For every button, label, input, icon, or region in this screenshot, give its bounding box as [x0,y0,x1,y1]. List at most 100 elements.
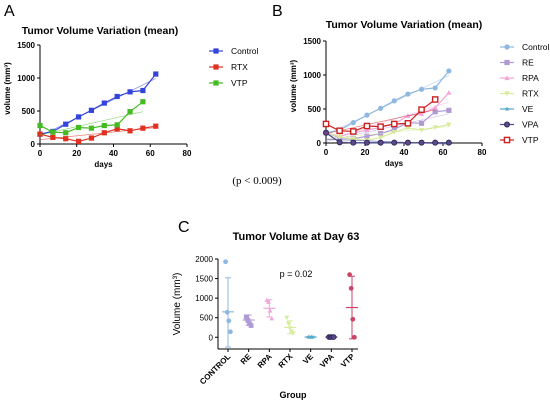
panel-b-trend-line-rpa [325,101,449,141]
panel-b-y-tick-label: 500 [308,105,322,114]
panel-letter-a: A [4,3,15,20]
panel-b-point-vpa [432,139,439,146]
panel-a-point-control [153,71,159,77]
panel-b-legend-marker-control [504,44,510,50]
panel-c-point-re [243,314,249,320]
panel-b-y-tick-label: 0 [317,139,322,148]
panel-b-trend-line-vtp [325,109,436,135]
panel-b-point-vtp [431,96,439,103]
panel-c-category-label: CONTROL [198,352,232,386]
panel-a-point-vtp [114,122,120,128]
panel-c-y-tick-label: 0 [209,333,214,342]
panel-b-trend-line-vpa [325,138,449,145]
panel-a-point-rtx [75,138,82,144]
panel-a-point-rtx [63,136,69,142]
panel-c-point-control [226,318,232,324]
panel-c-annotation: p = 0.02 [280,269,313,279]
panel-a-point-control [127,89,133,95]
panel-a-series-rtx [37,123,159,144]
panel-b-point-rtx [337,134,343,140]
panel-c-x-axis-label: Group [280,390,307,400]
panel-b-point-rpa [418,111,425,116]
panel-c-point-vtp [352,334,357,340]
panel-b-point-vtp [363,122,371,130]
panel-c-group-rpa: RPA [256,297,276,370]
panel-a-trend-line-rtx [39,127,156,140]
panel-c-point-rtx [290,331,296,336]
panel-b-point-vtp [404,119,412,127]
panel-b-point-re [432,109,438,115]
panel-a-point-rtx [88,135,95,141]
panel-b-point-vtp [418,106,425,113]
panel-c-point-rpa [267,308,273,313]
panel-c-group-vtp: VTP [339,272,358,369]
panel-b-trend-line-control [325,75,450,136]
panel-a-legend-marker-control [213,48,219,54]
panel-a-chart: 0 500 1000 1500 0 20 40 60 80 days volume (mm³) Con… [3,41,259,169]
panel-a-x-tick-label: 0 [38,149,43,158]
panel-b-point-control [378,105,384,111]
panel-b-point-vpa [350,139,357,146]
panel-a-point-vtp [127,109,133,115]
panel-b-y-tick-label: 1000 [303,71,321,80]
panel-b-series-line-control [325,70,450,134]
panel-c-y-tick-label: 500 [200,314,214,323]
panel-b-x-tick-label: 40 [400,148,409,157]
panel-b-series-line-vpa [325,132,449,144]
panel-b-point-vtp [322,120,330,128]
panel-a-series-line-control [39,73,157,135]
panel-b-point-control [391,98,397,104]
panel-b-point-rtx [418,128,425,133]
panel-c-category-label: VE [301,352,315,366]
panel-c-point-rtx [284,315,290,321]
panel-a-point-vtp [37,122,43,129]
panel-c-category-label: VTP [339,352,357,370]
panel-b-point-vpa [391,139,398,146]
panel-a-title: Tumor Volume Variation (mean) [22,25,179,37]
panel-b-point-rtx [391,130,397,135]
panel-a-x-tick-label: 60 [146,149,155,158]
panel-a-legend-label-rtx: RTX [231,62,248,72]
panel-b-point-vtp [350,128,357,135]
panel-b-point-re [418,120,425,126]
panel-b-series-re [323,107,452,142]
panel-c-point-rtx [287,326,293,331]
panel-a-point-control [101,100,107,106]
panel-c-category-label: RE [239,352,254,367]
panel-c-category-label: VPA [318,352,336,370]
panel-a-point-vtp [101,122,107,129]
panel-c-point-control [224,309,230,315]
panel-b-legend-label-control: Control [522,42,550,52]
panel-c-chart: 0 500 1000 1500 2000 Volume (mm³) Group p = 0.0… [172,255,358,400]
panel-c-group-re: RE [239,314,255,367]
panel-a-point-vtp [88,125,95,131]
panel-c-y-axis-label: Volume (mm³) [172,273,183,336]
panel-a-point-rtx [37,131,43,137]
panel-b-point-re [364,133,370,139]
panel-b-legend-marker-vtp [503,136,511,144]
panel-a-legend-label-control: Control [231,46,259,56]
panel-a-x-tick-label: 80 [183,149,192,158]
panel-c-point-vtp [348,285,354,291]
panel-b-point-control [350,120,356,126]
panel-c-point-ve [310,334,316,340]
panel-b-point-vtp [336,127,343,135]
panel-c-y-tick-label: 1500 [195,275,213,284]
panel-b-title: Tumor Volume Variation (mean) [326,19,483,31]
panel-c-point-control [228,329,233,335]
panel-b-legend-marker-rtx [504,91,510,97]
panel-b-legend-label-vtp: VTP [522,135,539,145]
panel-b-x-tick-label: 20 [361,148,370,157]
panel-b-legend-marker-re [504,59,510,66]
panel-a-x-tick-label: 40 [109,149,118,158]
panel-b-legend-label-re: RE [522,58,534,68]
panel-b-legend-marker-ve [504,106,510,112]
panel-c-point-vtp [347,272,352,278]
panel-a-y-tick-label: 1500 [17,41,35,50]
panel-c-group-vpa: VPA [318,334,338,370]
panel-b-point-rpa [364,127,370,133]
panel-a-y-axis-label: volume (mm³) [3,62,12,115]
panel-b-point-vpa [377,139,384,146]
panel-b-legend-label-rpa: RPA [522,73,539,83]
